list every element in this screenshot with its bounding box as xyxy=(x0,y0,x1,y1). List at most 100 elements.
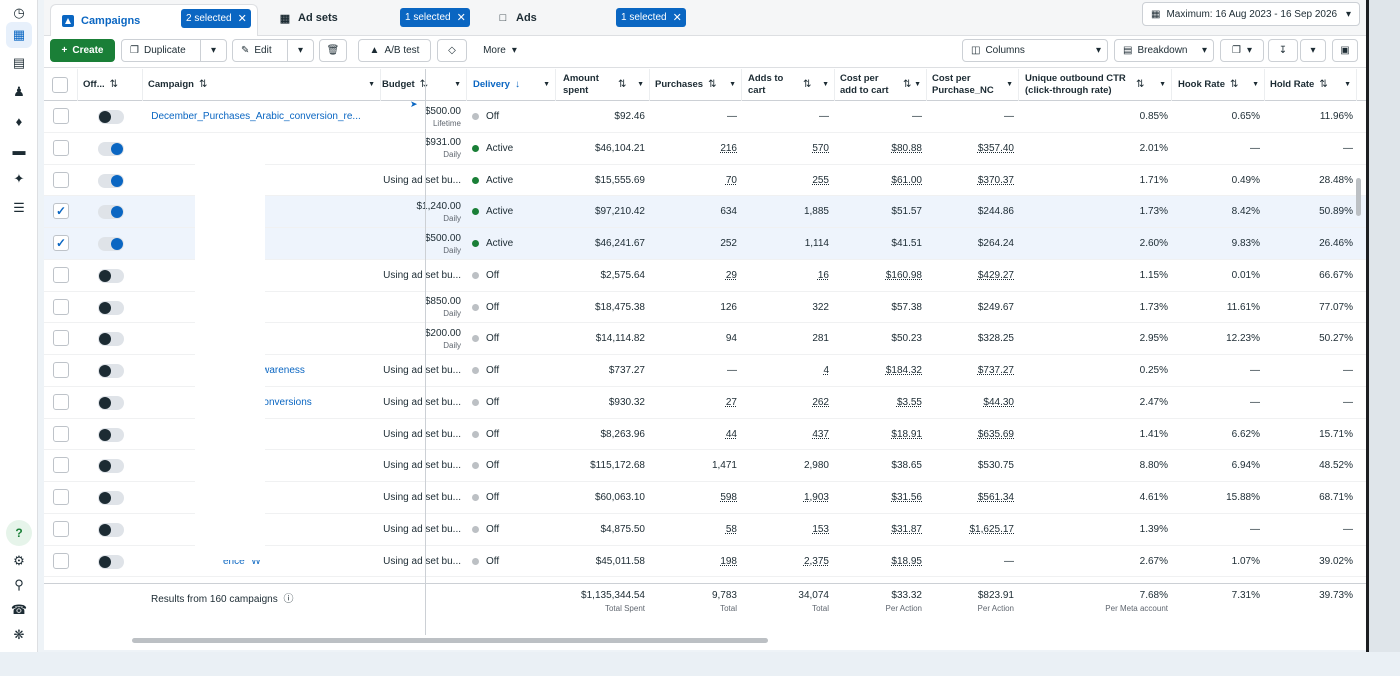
delete-button[interactable]: 🗑 xyxy=(319,39,347,62)
campaign-toggle[interactable] xyxy=(98,110,124,124)
metric-atc[interactable]: 255 xyxy=(812,174,829,186)
row-checkbox[interactable] xyxy=(53,425,69,442)
campaign-toggle[interactable] xyxy=(98,427,124,442)
metric-cpatc[interactable]: $31.87 xyxy=(891,523,922,535)
sort-icon[interactable]: ⇅ xyxy=(708,79,717,90)
tab-campaigns[interactable]: Campaigns 2 selected ✕ xyxy=(50,4,258,36)
header-amount-spent[interactable]: Amount spent ⇅ ▼ xyxy=(558,69,650,101)
metric-purchases[interactable]: — xyxy=(727,365,737,376)
row-checkbox[interactable] xyxy=(53,393,69,410)
ab-test-button[interactable]: ▲ A/B test xyxy=(358,39,431,62)
campaign-toggle[interactable] xyxy=(98,205,124,220)
chevron-down-icon[interactable]: ▼ xyxy=(543,81,550,88)
budget-cell[interactable]: Using ad set bu... xyxy=(383,365,461,376)
chevron-down-icon[interactable]: ▼ xyxy=(1159,81,1166,88)
budget-cell[interactable]: Using ad set bu... xyxy=(383,396,461,408)
metric-cpp[interactable]: $635.69 xyxy=(977,428,1014,440)
budget-cell[interactable]: $850.00 Daily xyxy=(424,296,461,318)
metric-purchases[interactable]: 70 xyxy=(725,174,737,186)
budget-cell[interactable]: Using ad set bu... xyxy=(383,523,461,535)
header-cost-per-purchase[interactable]: Cost per Purchase_NC ▼ xyxy=(927,69,1019,101)
header-cost-per-add-to-cart[interactable]: Cost per add to cart ⇅ ▼ xyxy=(835,69,927,101)
budget-cell[interactable]: $500.00 Lifetime xyxy=(424,105,461,128)
columns-button[interactable]: ◫ Columns ▾ xyxy=(962,39,1108,62)
metric-atc[interactable]: 16 xyxy=(817,269,829,281)
row-checkbox[interactable] xyxy=(53,298,69,315)
campaign-toggle[interactable] xyxy=(98,268,124,283)
sort-icon[interactable]: ⇅ xyxy=(419,79,429,90)
campaign-toggle[interactable] xyxy=(98,364,124,378)
header-hook-rate[interactable]: Hook Rate ⇅ ▼ xyxy=(1173,69,1265,101)
metric-purchases[interactable]: 58 xyxy=(725,523,737,535)
document-icon[interactable]: ▤ xyxy=(12,55,26,70)
metric-atc[interactable]: 1,903 xyxy=(803,492,829,503)
sort-icon[interactable]: ⇅ xyxy=(1319,79,1328,90)
metric-atc[interactable]: 2,375 xyxy=(803,555,829,567)
select-all-checkbox[interactable] xyxy=(52,77,68,93)
chevron-down-icon[interactable]: ▼ xyxy=(1006,81,1013,88)
metric-atc[interactable]: 437 xyxy=(812,428,829,440)
table-row[interactable]: TnsUsing ad set bu...Active$15,555.69702… xyxy=(44,165,1366,197)
sort-icon[interactable]: ⇅ xyxy=(1136,79,1145,90)
megaphone-icon[interactable]: ♦ xyxy=(15,113,23,129)
bug-report-icon[interactable]: ❋ xyxy=(13,627,25,642)
reports-button[interactable]: ❐ ▾ xyxy=(1220,39,1264,62)
campaign-toggle[interactable] xyxy=(98,522,124,537)
budget-cell[interactable]: Using ad set bu... xyxy=(383,428,461,440)
row-checkbox[interactable] xyxy=(53,520,69,537)
metric-cpatc[interactable]: $160.98 xyxy=(885,269,922,281)
table-row[interactable]: T🧪Using ad set bu...Off$4,875.5058153$31… xyxy=(44,514,1366,546)
campaign-toggle[interactable] xyxy=(98,237,124,251)
audience-icon[interactable]: ♟ xyxy=(13,84,25,99)
budget-cell[interactable]: $1,240.00 Daily xyxy=(416,200,462,223)
budget-cell[interactable]: $200.00 Daily xyxy=(424,327,461,350)
ads-selected-badge[interactable]: 1 selected ✕ xyxy=(616,8,686,27)
date-range-picker[interactable]: ▦ Maximum: 16 Aug 2023 - 16 Sep 2026 ▾ xyxy=(1142,2,1360,26)
header-hold-rate[interactable]: Hold Rate ⇅ ▼ xyxy=(1265,69,1357,101)
sort-icon[interactable]: ⇅ xyxy=(198,79,208,90)
metric-atc[interactable]: 570 xyxy=(812,142,829,154)
budget-cell[interactable]: Using ad set bu... xyxy=(383,174,461,186)
metric-cpatc[interactable]: $80.88 xyxy=(891,142,922,154)
metric-cpp[interactable]: $370.37 xyxy=(977,174,1014,186)
campaign-toggle[interactable] xyxy=(98,554,124,569)
campaign-name-link[interactable]: December_Purchases_Arabic_conversion_re.… xyxy=(151,111,361,122)
metric-cpp[interactable]: $357.40 xyxy=(977,142,1014,154)
row-checkbox[interactable] xyxy=(53,457,69,474)
row-checkbox[interactable]: ✓ xyxy=(53,203,69,220)
support-headset-icon[interactable]: ☎ xyxy=(10,602,28,617)
row-checkbox[interactable] xyxy=(53,362,69,378)
metric-cpatc[interactable]: $184.32 xyxy=(885,365,922,376)
budget-cell[interactable]: Using ad set bu... xyxy=(383,269,461,281)
metric-purchases[interactable]: 598 xyxy=(720,492,737,503)
chevron-down-icon[interactable]: ▼ xyxy=(1344,81,1351,88)
campaign-toggle[interactable] xyxy=(98,332,124,347)
tag-button[interactable]: ◇ xyxy=(437,39,467,62)
breakdown-button[interactable]: ▤ Breakdown ▾ xyxy=(1114,39,1214,62)
metric-cpatc[interactable]: $31.56 xyxy=(891,492,922,503)
more-button[interactable]: More ▾ xyxy=(472,39,528,62)
create-button[interactable]: + Create xyxy=(50,39,115,62)
metric-purchases[interactable]: 27 xyxy=(725,396,737,408)
header-delivery[interactable]: Delivery ↓ ▼ xyxy=(468,69,556,101)
metric-cpatc[interactable]: $18.91 xyxy=(891,428,922,440)
row-checkbox[interactable] xyxy=(53,171,69,188)
row-checkbox[interactable] xyxy=(53,489,69,505)
adsets-selected-badge[interactable]: 1 selected ✕ xyxy=(400,8,470,27)
chevron-down-icon[interactable]: ▼ xyxy=(368,81,375,88)
clock-icon[interactable]: ◷ xyxy=(13,5,25,20)
events-icon[interactable]: ✦ xyxy=(13,171,25,186)
header-unique-outbound-ctr[interactable]: Unique outbound CTR (click-through rate)… xyxy=(1020,69,1172,101)
horizontal-scrollbar[interactable] xyxy=(132,638,768,643)
metric-cpp[interactable]: — xyxy=(1004,555,1014,567)
chevron-down-icon[interactable]: ▼ xyxy=(1252,81,1259,88)
campaign-toggle[interactable] xyxy=(98,491,124,505)
row-checkbox[interactable] xyxy=(53,330,69,347)
chevron-down-icon[interactable]: ▼ xyxy=(822,81,829,88)
search-icon[interactable]: ⚲ xyxy=(14,577,24,592)
clear-selection-icon[interactable]: ✕ xyxy=(237,13,247,25)
chevron-down-icon[interactable]: ▼ xyxy=(637,81,644,88)
chevron-down-icon[interactable]: ▼ xyxy=(914,81,921,88)
